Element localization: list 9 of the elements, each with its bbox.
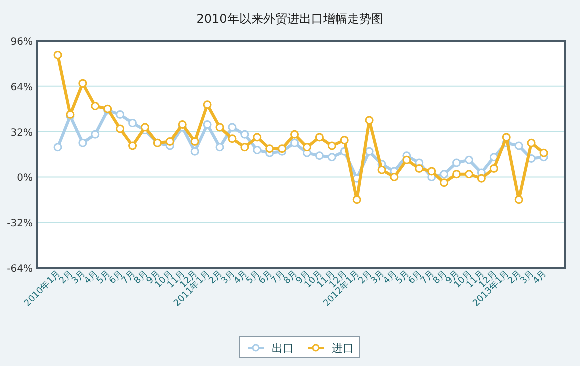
ytick: 32% — [10, 128, 33, 139]
ytick: -64% — [7, 264, 33, 275]
ytick: -32% — [7, 218, 33, 230]
legend-label: 进口 — [332, 342, 354, 355]
ytick: 64% — [10, 82, 33, 94]
ytick: 96% — [10, 37, 33, 48]
legend-label: 出口 — [272, 342, 294, 355]
title: 2010年以来外贸进出口增幅走势图 — [196, 12, 384, 26]
ytick: 0% — [17, 173, 33, 184]
